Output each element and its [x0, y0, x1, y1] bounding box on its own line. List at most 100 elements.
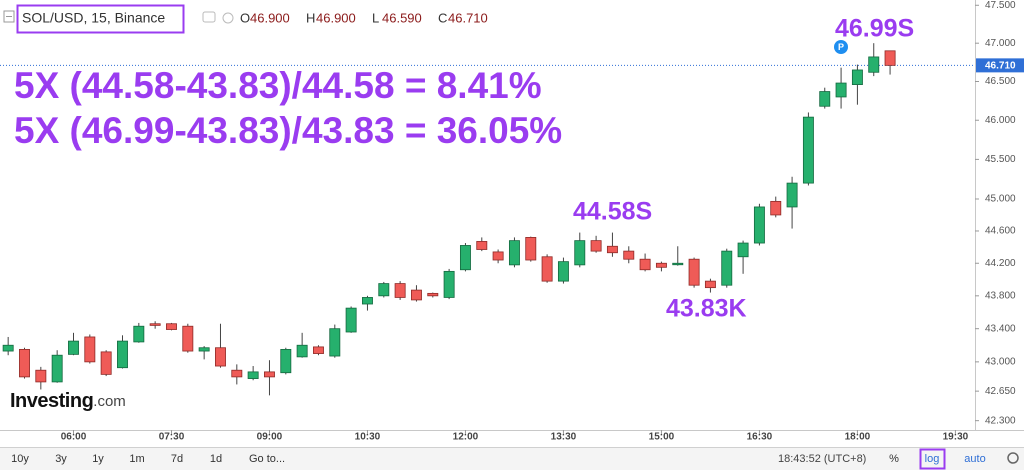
candle-body — [149, 323, 161, 326]
candle-body — [215, 347, 226, 367]
candle-body — [198, 347, 210, 352]
x-tick-label: 12:00 — [453, 432, 479, 443]
y-tick-label: 46.500 — [985, 76, 1016, 87]
candle-body — [280, 348, 292, 374]
range-button[interactable]: 10y — [11, 453, 29, 465]
formula: 5X (44.58-43.83)/44.58 = 8.41% — [14, 65, 542, 106]
ohlc-value: 46.900 — [316, 10, 356, 25]
y-tick-label: 47.500 — [985, 0, 1016, 11]
y-tick-label: 45.000 — [985, 194, 1016, 205]
candle-body — [329, 328, 341, 357]
candle-body — [100, 351, 112, 375]
candle-body — [704, 280, 716, 289]
candle-body — [427, 292, 439, 297]
y-tick-label: 44.200 — [985, 258, 1016, 269]
y-tick-label: 43.000 — [985, 357, 1016, 368]
candle-body — [476, 241, 488, 250]
y-tick-label: 43.400 — [985, 323, 1016, 334]
candle-body — [590, 240, 602, 252]
candle-body — [868, 56, 880, 73]
annotation: 44.58S — [573, 198, 652, 226]
candle-body — [541, 256, 553, 282]
range-button[interactable]: 3y — [55, 453, 67, 465]
candle-body — [345, 307, 357, 333]
option-button[interactable]: log — [925, 453, 940, 465]
x-tick-label: 13:30 — [551, 432, 577, 443]
watermark-part: .com — [93, 393, 126, 410]
candle-body — [557, 261, 569, 282]
candle-body — [166, 323, 177, 330]
candle-body — [84, 336, 96, 363]
formula: 5X (46.99-43.83)/43.83 = 36.05% — [14, 110, 562, 151]
candle-body — [574, 240, 586, 266]
range-button[interactable]: 1m — [129, 453, 144, 465]
candle-body — [35, 369, 47, 383]
collapse-icon[interactable] — [3, 10, 15, 23]
candle-body — [68, 340, 79, 355]
candle-body — [639, 258, 651, 271]
y-tick-label: 46.000 — [985, 115, 1016, 126]
candle-body — [247, 371, 259, 379]
ohlc-value: 46.900 — [250, 10, 290, 25]
last-price-label: 46.710 — [985, 61, 1016, 72]
ohlc-key: H — [306, 10, 315, 25]
candle-body — [394, 283, 406, 298]
title-highlight — [16, 4, 185, 34]
goto-button[interactable]: Go to... — [249, 453, 285, 465]
settings-gear[interactable] — [1007, 452, 1019, 464]
ohlc-value: 46.710 — [448, 10, 488, 25]
y-tick-label: 42.300 — [985, 415, 1016, 426]
header: SOL/USD, 15, Binance — [3, 4, 234, 34]
candle-body — [737, 242, 749, 258]
candle-body — [51, 354, 63, 383]
ohlc-key: L — [372, 10, 379, 25]
eye-icon[interactable] — [202, 11, 216, 23]
candle-body — [525, 237, 537, 261]
y-tick-label: 44.600 — [985, 226, 1016, 237]
last-price-box — [976, 58, 1024, 73]
candle-body — [378, 283, 390, 297]
y-tick-label: 42.650 — [985, 386, 1016, 397]
chart-title: SOL/USD, 15, Binance — [22, 10, 165, 26]
log-highlight — [919, 448, 946, 470]
x-tick-label: 16:30 — [747, 432, 773, 443]
candle-body — [2, 344, 14, 352]
candle-body — [117, 340, 128, 369]
range-button[interactable]: 1y — [92, 453, 104, 465]
range-button[interactable]: 7d — [171, 453, 183, 465]
candle-body — [492, 251, 504, 261]
settings-icon[interactable] — [222, 12, 234, 24]
candle-body — [672, 262, 684, 266]
range-button[interactable]: 1d — [210, 453, 222, 465]
candle-body — [606, 245, 618, 254]
x-tick-label: 06:00 — [61, 432, 87, 443]
option-button[interactable]: % — [889, 453, 899, 465]
candle-body — [264, 371, 275, 378]
candle-body — [410, 289, 422, 301]
x-tick-label: 10:30 — [355, 432, 381, 443]
candle-body — [459, 245, 471, 271]
candle-body — [835, 82, 847, 98]
candle-body — [296, 344, 308, 358]
candle-body — [770, 200, 782, 216]
candle-body — [819, 91, 831, 107]
x-tick-label: 15:00 — [649, 432, 675, 443]
ohlc-value: 46.590 — [382, 10, 422, 25]
x-tick-label: 19:30 — [943, 432, 969, 443]
watermark-part: Investing — [10, 390, 93, 412]
clock: 18:43:52 (UTC+8) — [778, 453, 866, 465]
x-tick-label: 09:00 — [257, 432, 283, 443]
candle-body — [688, 258, 700, 286]
candle-body — [721, 250, 733, 286]
marker-label: P — [838, 42, 844, 52]
candle-body — [313, 346, 324, 354]
candle-body — [623, 250, 635, 260]
candle-body — [655, 262, 667, 268]
candle-body — [361, 297, 373, 305]
annotation: 46.99S — [835, 15, 914, 43]
option-button[interactable]: auto — [964, 453, 985, 465]
y-tick-label: 45.500 — [985, 154, 1016, 165]
candle-body — [19, 348, 30, 378]
